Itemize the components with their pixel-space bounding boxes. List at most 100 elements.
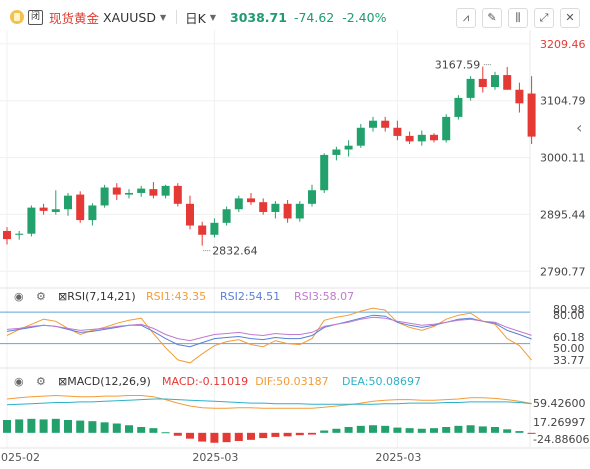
macd-histogram-bar xyxy=(295,432,304,436)
macd-histogram-bar xyxy=(356,425,365,433)
macd-histogram-bar xyxy=(137,427,146,433)
macd-histogram-bar xyxy=(405,428,414,433)
macd-histogram-bar xyxy=(161,432,170,434)
draw-icon[interactable]: ✎ xyxy=(482,8,502,28)
candle-body xyxy=(100,187,109,206)
rsi-title: ⊠RSI(7,14,21) xyxy=(58,290,136,303)
macd-histogram-bar xyxy=(344,427,353,433)
indicator-icon[interactable]: ⫼ xyxy=(508,8,528,28)
candle-body xyxy=(405,135,414,142)
candle-body xyxy=(27,207,36,234)
macd-histogram-bar xyxy=(454,425,463,433)
fullscreen-icon[interactable]: ⤢ xyxy=(534,8,554,28)
candle-body xyxy=(186,203,194,226)
macd-panel: ◉ ⚙ ⊠MACD(12,26,9) MACD:-0.11019 DIF:50.0318… xyxy=(3,375,589,446)
candle-body xyxy=(51,209,60,212)
candle-body xyxy=(393,127,402,136)
candle-body xyxy=(137,188,146,193)
macd-histogram-bar xyxy=(478,426,487,433)
macd-title: ⊠MACD(12,26,9) xyxy=(58,375,151,388)
rsi-legend-item: RSI3:58.07 xyxy=(294,290,354,303)
instrument-bar: 闭 现货黄金 XAUUSD ▼ 日K ▼ 3038.71 -74.62 -2.4… xyxy=(10,7,386,27)
macd-histogram-bar xyxy=(88,421,97,433)
candle-body xyxy=(478,78,487,88)
high-annotation: 3167.59 xyxy=(435,59,481,72)
candle-body xyxy=(15,233,24,235)
date-tick-label: 2025-03 xyxy=(375,451,421,464)
macd-histogram-bar xyxy=(381,425,390,433)
price-tick-label: 3000.11 xyxy=(540,152,586,165)
macd-histogram-bar xyxy=(308,432,316,435)
macd-tick-label: -24.88606 xyxy=(533,433,589,446)
compare-icon[interactable]: ⩘ xyxy=(456,8,476,28)
price-change-percent: -2.40% xyxy=(342,9,387,25)
candle-body xyxy=(39,207,48,211)
macd-tick-label: 59.42600 xyxy=(533,397,586,410)
instrument-name[interactable]: 现货黄金 xyxy=(49,10,100,26)
settings-icon: ⚙ xyxy=(36,375,46,388)
divider xyxy=(176,10,178,24)
macd-histogram-bar xyxy=(332,428,341,433)
candle-body xyxy=(173,185,182,204)
candle-body xyxy=(112,187,121,195)
candle-body xyxy=(356,127,365,146)
macd-histogram-bar xyxy=(198,432,207,442)
candle-body xyxy=(308,190,316,204)
macd-histogram-bar xyxy=(247,432,255,440)
macd-histogram-bar xyxy=(39,419,48,433)
macd-legend: ◉ ⚙ ⊠MACD(12,26,9) MACD:-0.11019 DIF:50.0318… xyxy=(14,375,421,388)
macd-histogram-bar xyxy=(112,423,121,433)
rsi-tick-label: 80.00 xyxy=(553,309,585,322)
price-tick-label: 2895.44 xyxy=(540,208,586,221)
rsi-tick-label: 50.00 xyxy=(553,342,585,355)
rsi-series-line xyxy=(6,307,532,364)
low-annotation: 2832.64 xyxy=(212,245,258,258)
close-icon[interactable]: ✕ xyxy=(560,8,580,28)
candle-body xyxy=(210,222,219,235)
macd-lines xyxy=(6,394,532,409)
date-axis: 025-02 2025-03 2025-03 xyxy=(1,451,421,464)
price-tick-label: 3104.79 xyxy=(540,95,586,108)
collapse-right-icon[interactable]: ‹ xyxy=(576,118,583,137)
macd-legend-item: DEA:50.08697 xyxy=(342,375,421,388)
rsi-series-line xyxy=(6,316,532,342)
settings-icon: ⚙ xyxy=(36,290,46,303)
candle-body xyxy=(295,203,304,219)
macd-histogram-bar xyxy=(430,428,438,433)
rsi-tick-label: 80.98 xyxy=(553,303,585,316)
candle-body xyxy=(247,198,255,203)
instrument-symbol[interactable]: XAUUSD xyxy=(103,9,156,25)
candle-body xyxy=(430,134,438,141)
macd-histogram-bar xyxy=(283,432,292,437)
macd-histogram-bar xyxy=(271,432,280,437)
macd-tick-label: 17.26997 xyxy=(533,416,586,429)
gold-coin-icon xyxy=(10,10,24,24)
candle-body xyxy=(344,145,353,150)
candle-body xyxy=(161,185,170,196)
candle-body xyxy=(320,154,329,191)
macd-histogram-bar xyxy=(186,432,194,439)
candle-body xyxy=(234,198,243,210)
timeframe-dropdown-icon[interactable]: ▼ xyxy=(209,12,217,22)
macd-histogram-bar xyxy=(76,420,85,433)
macd-histogram-bar xyxy=(15,419,24,433)
candle-body xyxy=(491,75,499,88)
timeframe-select[interactable]: 日K xyxy=(185,10,206,26)
symbol-dropdown-icon[interactable]: ▼ xyxy=(160,12,167,22)
candle-body xyxy=(198,225,207,235)
price-axis: 3209.46 3104.79 3000.11 2895.44 2790.77 xyxy=(540,38,586,278)
rsi-legend-item: RSI2:54.51 xyxy=(220,290,280,303)
macd-histogram-bar xyxy=(125,425,133,433)
rsi-tick-label: 33.77 xyxy=(553,354,585,367)
candle-body xyxy=(271,203,280,212)
macd-histogram xyxy=(3,418,536,443)
macd-histogram-bar xyxy=(64,420,72,433)
candle-body xyxy=(515,89,524,104)
candle-body xyxy=(76,194,85,221)
macd-histogram-bar xyxy=(222,432,231,443)
macd-histogram-bar xyxy=(393,427,402,433)
macd-histogram-bar xyxy=(491,427,499,433)
macd-histogram-bar xyxy=(527,432,536,434)
